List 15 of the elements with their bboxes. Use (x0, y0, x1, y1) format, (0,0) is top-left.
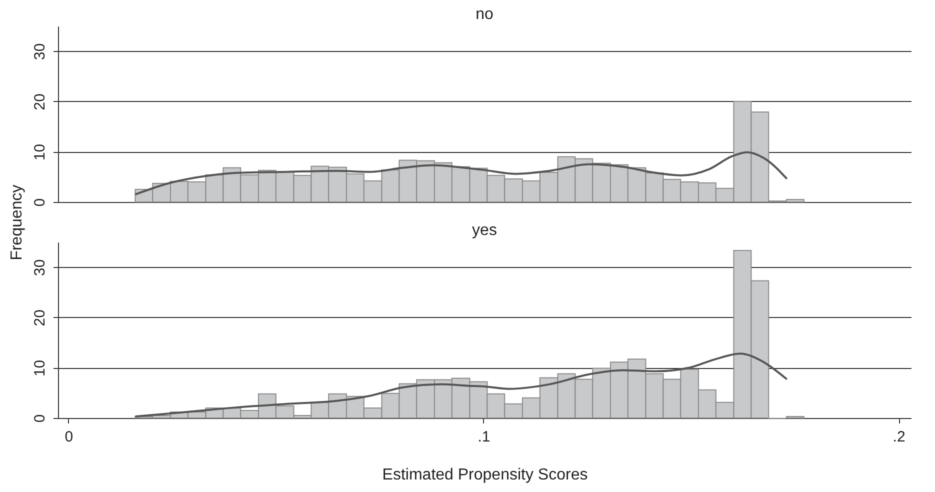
x-axis-title: Estimated Propensity Scores (382, 466, 588, 484)
y-tick-label: 10 (32, 360, 48, 377)
y-axis-title: Frequency (8, 184, 26, 260)
x-tick-label: .2 (892, 428, 906, 446)
y-tick-label: 0 (32, 198, 48, 207)
chart-title: no (476, 6, 494, 23)
y-tick-label: 0 (32, 414, 48, 423)
x-tick-label: 0 (64, 428, 74, 446)
y-tick-label: 10 (32, 144, 48, 161)
chart-title: yes (472, 222, 497, 239)
y-tick-label: 30 (32, 259, 48, 276)
y-tick-label: 20 (32, 310, 48, 326)
y-tick-label: 20 (32, 94, 48, 110)
y-tick-label: 30 (32, 43, 48, 60)
x-tick-label: .1 (478, 428, 490, 446)
